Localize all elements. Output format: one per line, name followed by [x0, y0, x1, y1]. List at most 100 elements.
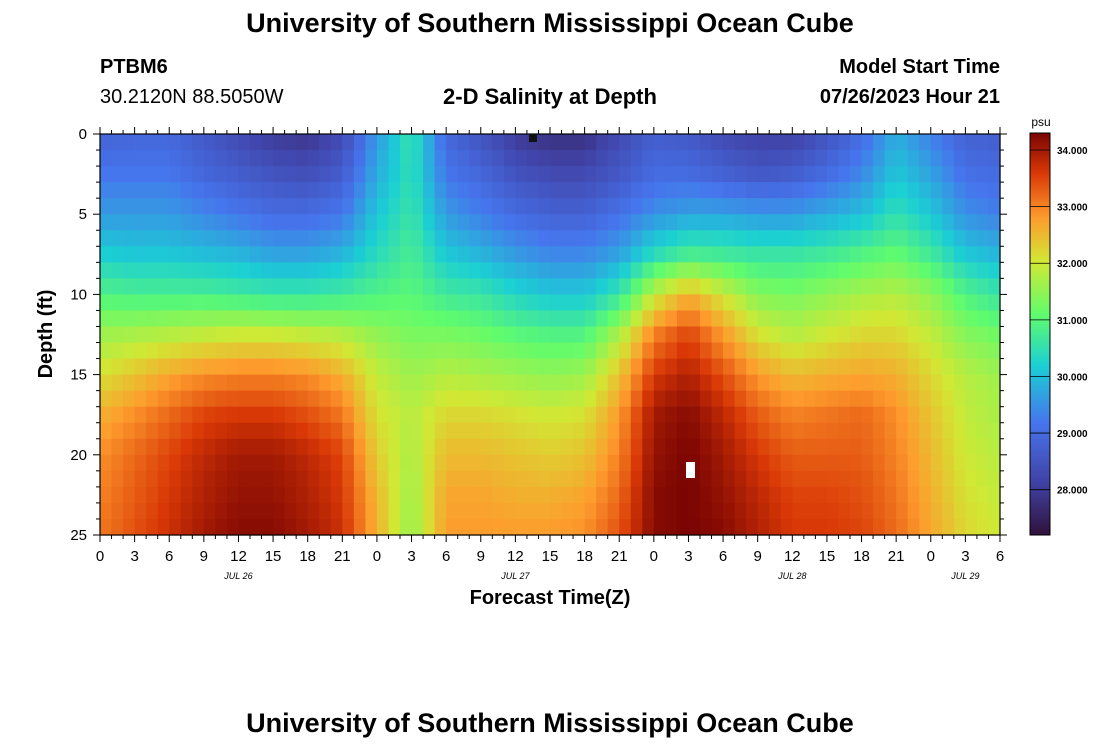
heat-cell	[261, 150, 274, 167]
heat-cell	[942, 454, 955, 472]
heat-cell	[538, 278, 551, 295]
heat-cell	[826, 214, 840, 231]
heat-cell	[388, 246, 401, 263]
colorbar-tick-label: 33.000	[1057, 203, 1088, 214]
heat-cell	[134, 166, 147, 183]
heat-cell	[780, 230, 793, 247]
heat-cell	[446, 150, 459, 167]
heat-cell	[769, 470, 782, 488]
heat-cell	[919, 406, 932, 424]
heat-cell	[711, 422, 724, 440]
heat-cell	[261, 390, 274, 408]
heat-cell	[919, 214, 932, 231]
heat-cell	[561, 134, 574, 151]
heat-cell	[342, 486, 355, 504]
heat-cell	[561, 374, 574, 392]
heat-cell	[123, 518, 136, 536]
heat-cell	[930, 166, 943, 183]
heat-cell	[688, 278, 701, 295]
heat-cell	[319, 182, 332, 199]
heat-cell	[273, 406, 286, 424]
heat-cell	[896, 454, 909, 472]
heat-cell	[746, 182, 759, 199]
heat-cell	[100, 214, 113, 231]
heat-cell	[896, 358, 909, 376]
heat-cell	[307, 246, 320, 263]
heat-cell	[653, 422, 666, 440]
heat-cell	[503, 294, 516, 312]
heat-cell	[515, 422, 528, 440]
heat-cell	[607, 406, 620, 424]
heat-cell	[157, 470, 170, 488]
heat-cell	[365, 310, 378, 328]
heat-cell	[307, 278, 320, 295]
heat-cell	[469, 390, 482, 408]
heat-cell	[215, 182, 228, 199]
heat-cell	[319, 262, 332, 279]
heat-cell	[434, 214, 447, 231]
heat-cell	[169, 470, 182, 488]
heat-cell	[111, 390, 124, 408]
heat-cell	[169, 326, 182, 344]
heat-cell	[538, 166, 551, 183]
heat-cell	[226, 390, 240, 408]
heat-cell	[965, 198, 978, 215]
heat-cell	[561, 166, 574, 183]
heat-cell	[930, 390, 943, 408]
heat-cell	[907, 182, 920, 199]
heat-cell	[203, 390, 216, 408]
heat-cell	[665, 390, 678, 408]
heat-cell	[665, 486, 678, 504]
heat-cell	[434, 470, 447, 488]
heat-cell	[665, 278, 678, 295]
heat-cell	[134, 406, 147, 424]
heat-cell	[861, 470, 874, 488]
heat-cell	[192, 134, 205, 151]
heat-cell	[965, 326, 978, 344]
heat-cell	[711, 326, 724, 344]
heat-cell	[342, 182, 355, 199]
heat-cell	[457, 262, 470, 279]
heat-cell	[400, 278, 413, 295]
heat-cell	[653, 230, 666, 247]
heat-cell	[503, 198, 516, 215]
heat-cell	[261, 454, 274, 472]
heat-cell	[492, 246, 505, 263]
heat-cell	[457, 230, 470, 247]
heat-cell	[711, 438, 724, 456]
heat-cell	[734, 502, 747, 520]
heat-cell	[353, 358, 366, 376]
heat-cell	[757, 390, 770, 408]
heat-cell	[446, 166, 459, 183]
heat-cell	[250, 438, 263, 456]
heat-cell	[469, 166, 482, 183]
heat-cell	[584, 294, 597, 312]
heat-cell	[630, 166, 643, 183]
heat-cell	[896, 278, 909, 295]
heat-cell	[273, 342, 286, 360]
heat-cell	[953, 422, 966, 440]
heat-cell	[700, 150, 713, 167]
heat-cell	[376, 454, 390, 472]
x-tick-label: 18	[299, 548, 316, 565]
heat-cell	[815, 326, 828, 344]
heat-cell	[665, 502, 678, 520]
heat-cell	[607, 454, 620, 472]
heat-cell	[573, 438, 586, 456]
heat-cell	[815, 438, 828, 456]
heat-cell	[723, 262, 736, 279]
heat-cell	[273, 326, 286, 344]
heat-cell	[653, 358, 666, 376]
heat-cell	[261, 422, 274, 440]
heat-cell	[907, 470, 920, 488]
heat-cell	[676, 182, 690, 199]
heat-cell	[630, 518, 643, 536]
heat-cell	[953, 342, 966, 360]
heat-cell	[100, 358, 113, 376]
heat-cell	[630, 422, 643, 440]
heat-cell	[169, 374, 182, 392]
heat-cell	[526, 342, 540, 360]
heat-cell	[711, 198, 724, 215]
heat-cell	[400, 246, 413, 263]
